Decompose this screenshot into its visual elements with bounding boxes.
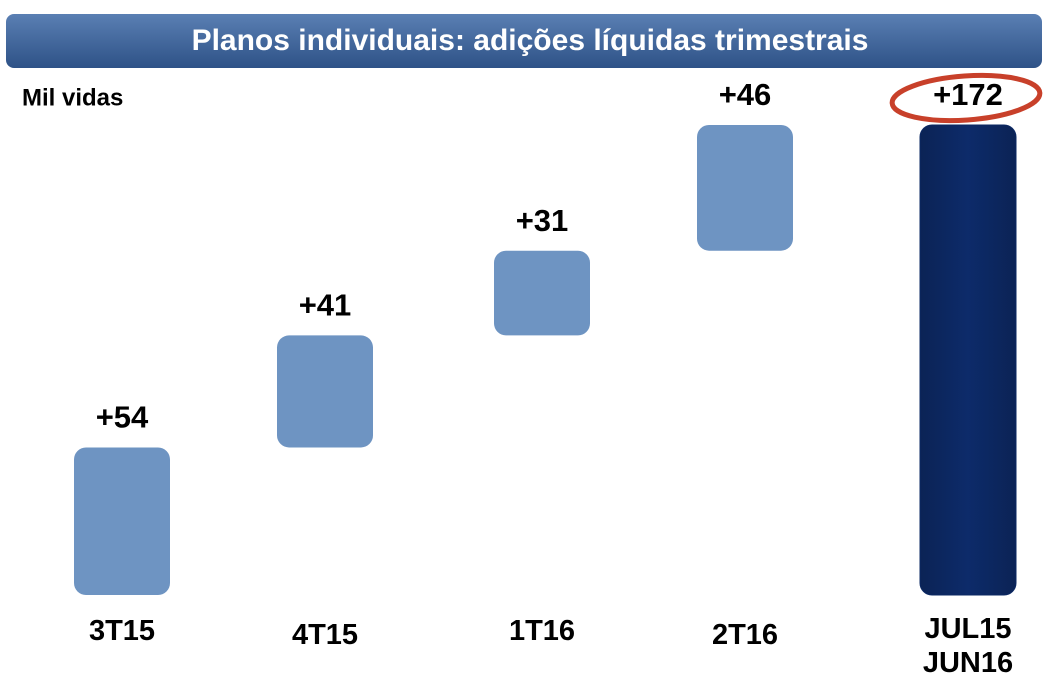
x-tick-label: 3T15 xyxy=(88,615,156,647)
highlight-ellipse xyxy=(889,72,1043,124)
value-label: +31 xyxy=(516,203,569,238)
value-label: +172 xyxy=(933,77,1003,112)
value-label: +54 xyxy=(96,400,149,435)
x-tick-label: 1T16 xyxy=(508,615,576,647)
chart-title: Planos individuais: adições líquidas tri… xyxy=(192,24,869,57)
bar xyxy=(494,250,590,336)
x-tick-label: 2T16 xyxy=(711,619,779,651)
bar xyxy=(277,335,373,448)
x-tick-label: 4T15 xyxy=(291,619,359,651)
title-banner xyxy=(6,14,1042,68)
bar xyxy=(919,124,1017,596)
bar xyxy=(697,125,793,251)
value-label: +46 xyxy=(719,77,772,112)
bar xyxy=(74,447,170,595)
x-tick-label: JUL15 JUN16 xyxy=(922,613,1014,679)
chart-subtitle: Mil vidas xyxy=(22,84,123,111)
value-label: +41 xyxy=(299,288,352,323)
